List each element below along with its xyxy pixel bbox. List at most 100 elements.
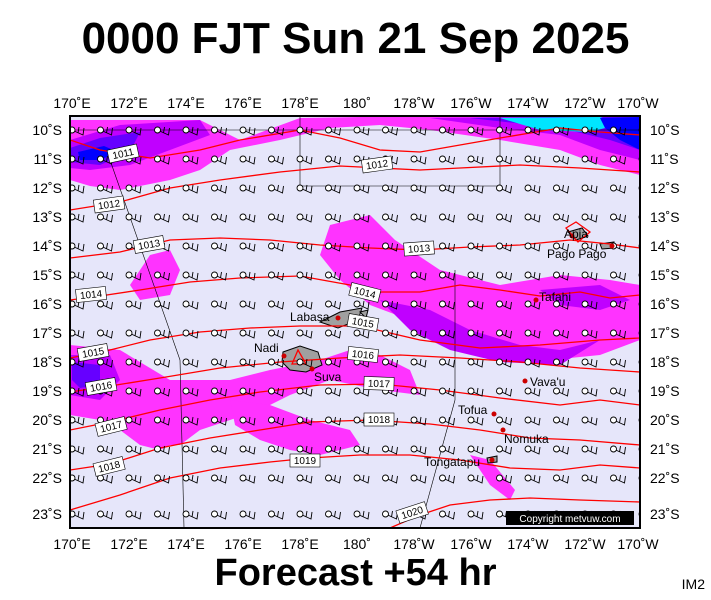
wind-barb <box>553 416 569 426</box>
wind-barb <box>154 271 170 281</box>
wind-barb <box>296 416 313 426</box>
place-label-pago-pago: Pago Pago <box>547 247 607 261</box>
wind-barb <box>211 387 227 397</box>
wind-barb <box>239 155 256 165</box>
wind-barb <box>296 329 313 339</box>
wind-barb <box>439 445 455 455</box>
map-title: 0000 FJT Sun 21 Sep 2025 <box>81 14 630 63</box>
wind-barb <box>211 416 227 426</box>
wind-barb <box>382 474 398 484</box>
wind-barb <box>268 387 284 397</box>
wind-barb <box>211 329 227 339</box>
wind-barb <box>182 329 199 339</box>
wind-barb <box>553 271 569 281</box>
wind-barb <box>524 242 541 252</box>
svg-text:1019: 1019 <box>294 456 317 467</box>
lon-label-top: 174˚W <box>507 95 549 111</box>
lon-label-top: 170˚W <box>617 95 659 111</box>
wind-barb <box>268 155 284 165</box>
lat-label-left: 19˚S <box>32 383 62 399</box>
wind-barb <box>353 445 370 455</box>
wind-barb <box>382 271 398 281</box>
wind-barb <box>496 213 512 223</box>
wind-barb <box>553 474 569 484</box>
top-longitude-labels: 170˚E 172˚E 174˚E 176˚E 178˚E 180˚ 178˚W… <box>53 95 659 111</box>
wind-barb <box>154 358 170 368</box>
svg-text:1018: 1018 <box>97 459 122 475</box>
lon-label-top: 178˚E <box>281 95 318 111</box>
wind-barb <box>182 184 199 194</box>
bottom-longitude-labels: 170˚E 172˚E 174˚E 176˚E 178˚E 180˚ 178˚W… <box>53 536 659 552</box>
wind-barb <box>553 387 569 397</box>
wind-barb <box>70 126 85 136</box>
wind-barb <box>154 184 170 194</box>
wind-barb <box>496 242 512 252</box>
place-label-labasa: Labasa <box>290 310 330 324</box>
wind-barb <box>467 358 484 368</box>
wind-barb <box>325 155 341 165</box>
lat-label-right: 18˚S <box>650 354 680 370</box>
wind-barb <box>581 271 598 281</box>
isobar-1015 <box>70 325 640 359</box>
wind-barb <box>524 474 541 484</box>
wind-barb <box>553 155 569 165</box>
wind-barb <box>496 387 512 397</box>
lon-label-bottom: 176˚W <box>450 536 492 552</box>
wind-barb <box>382 358 398 368</box>
wind-barb <box>439 126 455 136</box>
wind-barb <box>524 155 541 165</box>
wind-barb <box>382 445 398 455</box>
wind-barb <box>325 445 341 455</box>
wind-barb <box>610 271 626 281</box>
wind-barb <box>154 387 170 397</box>
isobar-label: 1018 <box>363 412 395 427</box>
wind-barb <box>125 387 142 397</box>
lon-label-top: 176˚E <box>224 95 261 111</box>
wind-barb <box>325 358 341 368</box>
wind-barb <box>97 271 113 281</box>
svg-text:1018: 1018 <box>368 415 391 426</box>
wind-barb <box>353 329 370 339</box>
wind-barb <box>610 416 626 426</box>
wind-barb <box>439 358 455 368</box>
lat-label-left: 13˚S <box>32 209 62 225</box>
wind-barb <box>239 300 256 310</box>
wind-barb <box>439 474 455 484</box>
wind-barb <box>325 300 341 310</box>
wind-barb <box>524 126 541 136</box>
wind-barb <box>70 387 85 397</box>
wind-barb <box>182 300 199 310</box>
wind-barb <box>496 300 512 310</box>
wind-barb <box>524 445 541 455</box>
wind-barb <box>353 126 370 136</box>
lon-label-top: 172˚E <box>110 95 147 111</box>
lat-label-right: 15˚S <box>650 267 680 283</box>
isobar-label: 1011 <box>106 143 140 164</box>
map-frame <box>69 115 641 529</box>
image-badge: IM2 <box>681 576 705 592</box>
wind-barb <box>382 213 398 223</box>
wind-barb <box>410 358 427 368</box>
lon-label-top: 172˚W <box>564 95 606 111</box>
wind-barb <box>610 474 626 484</box>
lon-label-bottom: 172˚W <box>564 536 606 552</box>
wind-barb <box>581 358 598 368</box>
wind-barb <box>467 510 484 520</box>
isobar-labels: 1011 1012 1012 1013 1013 1014 1014 1015 … <box>75 143 435 524</box>
wind-barb <box>581 445 598 455</box>
wind-barb <box>154 510 170 520</box>
wind-barb <box>325 126 341 136</box>
place-marker-nomuka <box>500 427 506 433</box>
wind-barb <box>211 184 227 194</box>
wind-barb <box>70 445 85 455</box>
lat-label-right: 10˚S <box>650 122 680 138</box>
svg-text:1013: 1013 <box>408 243 431 256</box>
wind-barb <box>496 329 512 339</box>
wind-barb <box>382 126 398 136</box>
place-label-tofua: Tofua <box>458 403 488 417</box>
wind-barb <box>268 445 284 455</box>
lat-label-left: 15˚S <box>32 267 62 283</box>
wind-barb <box>467 242 484 252</box>
lon-label-bottom: 174˚E <box>167 536 204 552</box>
lon-label-bottom: 170˚W <box>617 536 659 552</box>
